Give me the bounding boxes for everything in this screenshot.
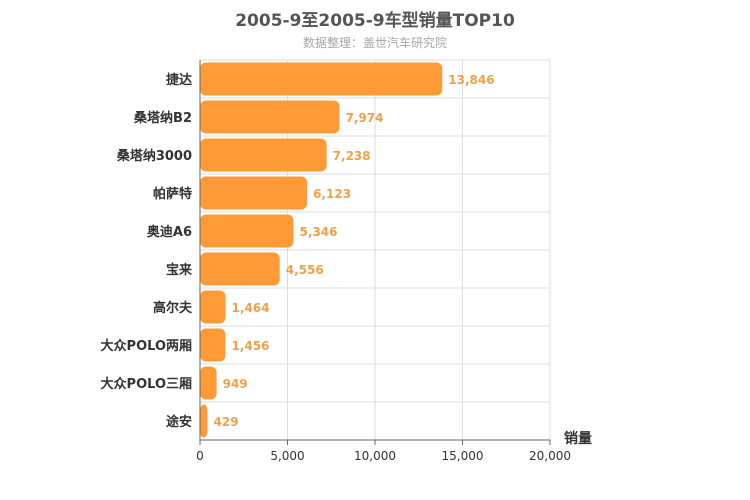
bar <box>200 404 208 438</box>
bar <box>200 176 308 210</box>
x-tick-label: 0 <box>196 449 204 463</box>
value-label: 7,974 <box>346 111 384 125</box>
x-tick-label: 10,000 <box>354 449 396 463</box>
category-label: 大众POLO两厢 <box>101 338 192 354</box>
x-tick-label: 5,000 <box>270 449 304 463</box>
bar <box>200 366 217 400</box>
bar <box>200 100 340 134</box>
x-axis-ticks: 0 5,000 10,000 15,000 20,000 <box>196 440 571 463</box>
value-label: 1,464 <box>232 301 270 315</box>
x-axis-label: 销量 <box>564 430 592 447</box>
category-label: 途安 <box>166 414 192 430</box>
value-label: 5,346 <box>300 225 338 239</box>
value-label: 429 <box>214 415 239 429</box>
bar <box>200 62 443 96</box>
value-label: 949 <box>223 377 248 391</box>
category-label: 宝来 <box>166 262 193 278</box>
category-label: 桑塔纳3000 <box>116 148 192 164</box>
bar <box>200 214 294 248</box>
x-tick-label: 15,000 <box>442 449 484 463</box>
category-label: 桑塔纳B2 <box>133 110 192 126</box>
chart-subtitle: 数据整理：盖世汽车研究院 <box>302 36 447 50</box>
value-label: 1,456 <box>231 339 269 353</box>
category-label: 捷达 <box>166 72 192 88</box>
bars <box>200 62 443 438</box>
category-label: 奥迪A6 <box>147 224 192 240</box>
bar <box>200 138 327 172</box>
bar <box>200 328 226 362</box>
category-label: 帕萨特 <box>153 186 192 202</box>
chart-title: 2005-9至2005-9车型销量TOP10 <box>235 11 515 31</box>
bar <box>200 252 280 286</box>
bar <box>200 290 226 324</box>
value-label: 6,123 <box>313 187 351 201</box>
category-label: 大众POLO三厢 <box>101 376 192 392</box>
x-tick-label: 20,000 <box>529 449 571 463</box>
value-label: 13,846 <box>448 73 494 87</box>
value-labels: 13,846 7,974 7,238 6,123 5,346 4,556 1,464 1,45… <box>214 73 495 429</box>
value-label: 7,238 <box>333 149 371 163</box>
value-label: 4,556 <box>286 263 324 277</box>
category-label: 高尔夫 <box>153 300 193 316</box>
